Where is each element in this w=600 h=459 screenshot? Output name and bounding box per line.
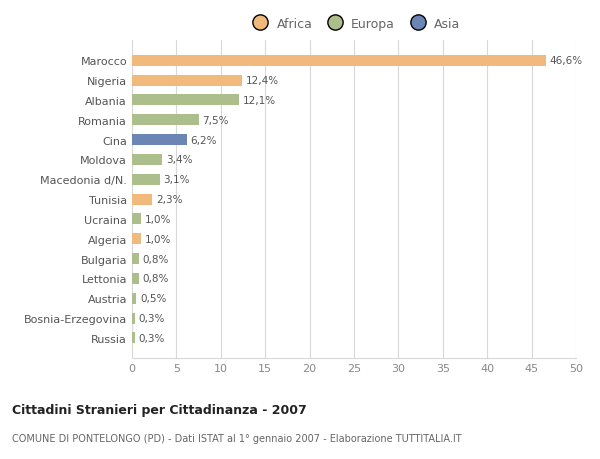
Bar xyxy=(132,194,152,205)
Text: 0,8%: 0,8% xyxy=(143,274,169,284)
Text: 0,3%: 0,3% xyxy=(138,333,164,343)
Bar xyxy=(132,95,239,106)
Bar xyxy=(132,253,139,264)
Text: 3,1%: 3,1% xyxy=(163,175,190,185)
Text: 6,2%: 6,2% xyxy=(191,135,217,146)
Legend: Africa, Europa, Asia: Africa, Europa, Asia xyxy=(243,13,465,36)
Bar xyxy=(132,313,134,324)
Text: 0,5%: 0,5% xyxy=(140,294,166,303)
Text: 0,8%: 0,8% xyxy=(143,254,169,264)
Bar xyxy=(132,135,187,146)
Text: 2,3%: 2,3% xyxy=(156,195,182,205)
Bar xyxy=(132,293,136,304)
Bar xyxy=(132,274,139,284)
Bar xyxy=(132,75,242,86)
Bar xyxy=(132,56,546,67)
Text: 46,6%: 46,6% xyxy=(550,56,583,66)
Text: 1,0%: 1,0% xyxy=(145,234,171,244)
Text: 12,4%: 12,4% xyxy=(245,76,279,86)
Bar xyxy=(132,174,160,185)
Text: COMUNE DI PONTELONGO (PD) - Dati ISTAT al 1° gennaio 2007 - Elaborazione TUTTITA: COMUNE DI PONTELONGO (PD) - Dati ISTAT a… xyxy=(12,433,461,442)
Text: 7,5%: 7,5% xyxy=(202,116,229,125)
Bar xyxy=(132,234,141,245)
Text: Cittadini Stranieri per Cittadinanza - 2007: Cittadini Stranieri per Cittadinanza - 2… xyxy=(12,403,307,416)
Text: 3,4%: 3,4% xyxy=(166,155,192,165)
Bar xyxy=(132,155,162,166)
Bar xyxy=(132,333,134,344)
Text: 0,3%: 0,3% xyxy=(138,313,164,324)
Bar xyxy=(132,214,141,225)
Bar xyxy=(132,115,199,126)
Text: 1,0%: 1,0% xyxy=(145,214,171,224)
Text: 12,1%: 12,1% xyxy=(243,96,276,106)
